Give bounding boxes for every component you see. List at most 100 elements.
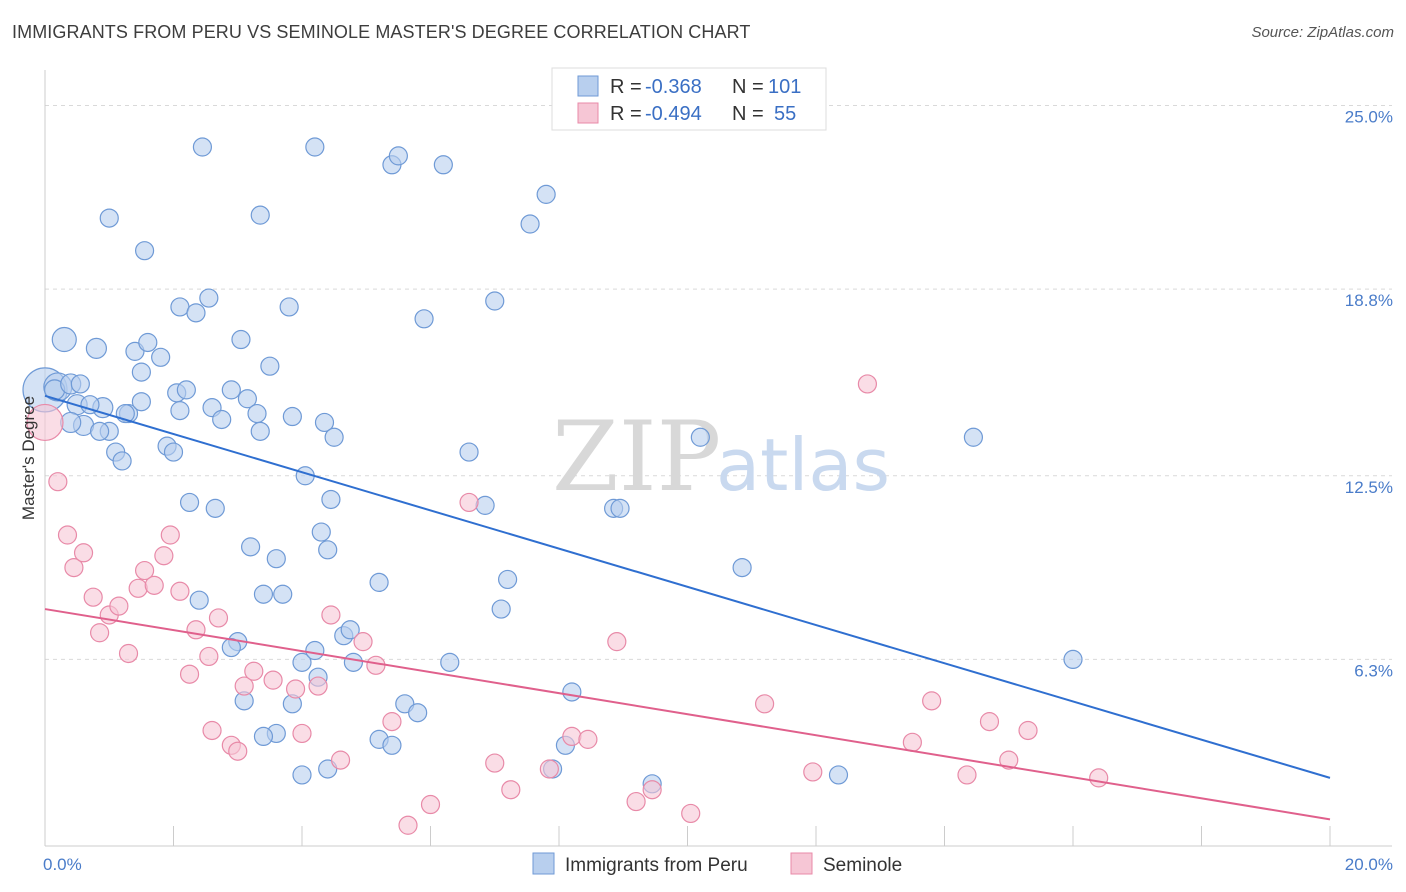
data-point-seminole bbox=[109, 596, 129, 616]
data-point-seminole bbox=[48, 472, 68, 492]
data-point-seminole bbox=[128, 578, 148, 598]
data-point-immigrants-from-peru bbox=[205, 498, 225, 518]
data-point-immigrants-from-peru bbox=[305, 640, 325, 661]
data-point-immigrants-from-peru bbox=[179, 492, 200, 513]
data-point-seminole bbox=[26, 403, 64, 442]
data-point-immigrants-from-peru bbox=[151, 347, 171, 367]
data-point-immigrants-from-peru bbox=[221, 380, 241, 400]
data-point-immigrants-from-peru bbox=[963, 427, 984, 447]
data-point-immigrants-from-peru bbox=[491, 599, 511, 619]
data-point-seminole bbox=[366, 655, 386, 675]
data-point-seminole bbox=[199, 646, 219, 667]
data-point-seminole bbox=[144, 575, 164, 595]
data-point-immigrants-from-peru bbox=[536, 184, 556, 204]
data-point-immigrants-from-peru bbox=[199, 288, 219, 308]
data-point-immigrants-from-peru bbox=[610, 498, 630, 518]
data-point-immigrants-from-peru bbox=[212, 409, 232, 430]
data-point-seminole bbox=[228, 741, 248, 761]
data-point-seminole bbox=[64, 557, 84, 578]
data-point-immigrants-from-peru bbox=[70, 374, 90, 394]
data-point-immigrants-from-peru bbox=[459, 442, 479, 462]
watermark-zip: ZIP bbox=[552, 401, 721, 513]
data-point-immigrants-from-peru bbox=[828, 765, 849, 785]
data-point-seminole bbox=[244, 661, 264, 681]
data-point-immigrants-from-peru bbox=[80, 395, 100, 415]
data-point-seminole bbox=[118, 643, 139, 664]
data-point-immigrants-from-peru bbox=[170, 297, 190, 317]
data-point-immigrants-from-peru bbox=[314, 412, 335, 433]
data-point-seminole bbox=[160, 525, 180, 545]
legend-swatch-blue bbox=[577, 75, 599, 97]
x-axis-ticks bbox=[44, 826, 1331, 846]
data-point-immigrants-from-peru bbox=[408, 703, 428, 723]
legend-swatch-pink bbox=[577, 102, 599, 124]
regression-line-seminole bbox=[44, 608, 1331, 821]
legend-n-value-blue: 101 bbox=[768, 76, 801, 98]
data-point-immigrants-from-peru bbox=[318, 540, 338, 560]
watermark: ZIP atlas bbox=[552, 401, 890, 513]
data-point-immigrants-from-peru bbox=[250, 421, 270, 441]
data-point-immigrants-from-peru bbox=[186, 303, 206, 323]
regression-lines bbox=[44, 394, 1331, 821]
data-point-seminole bbox=[578, 729, 598, 749]
series-legend-label-pink[interactable]: Seminole bbox=[823, 855, 902, 876]
data-point-immigrants-from-peru bbox=[321, 489, 341, 510]
data-point-immigrants-from-peru bbox=[250, 205, 270, 225]
data-point-seminole bbox=[957, 765, 977, 785]
data-point-seminole bbox=[922, 691, 942, 711]
data-point-immigrants-from-peru bbox=[237, 389, 257, 409]
data-point-immigrants-from-peru bbox=[440, 652, 460, 672]
stats-legend: R = -0.368 N = 101 R = -0.494 N = 55 bbox=[551, 67, 827, 131]
data-point-immigrants-from-peru bbox=[192, 137, 213, 157]
data-point-seminole bbox=[330, 750, 351, 770]
data-point-immigrants-from-peru bbox=[414, 309, 434, 329]
series-legend-swatch-pink[interactable] bbox=[790, 852, 813, 875]
data-point-immigrants-from-peru bbox=[305, 137, 325, 157]
data-point-seminole bbox=[234, 676, 254, 696]
data-point-seminole bbox=[179, 664, 200, 684]
data-point-immigrants-from-peru bbox=[732, 557, 752, 578]
data-point-immigrants-from-peru bbox=[498, 569, 518, 590]
legend-n-value-pink: 55 bbox=[774, 103, 796, 125]
data-point-seminole bbox=[382, 712, 402, 732]
series-immigrants-from-peru bbox=[22, 137, 1083, 794]
series-legend[interactable]: Immigrants from Peru Seminole bbox=[532, 852, 902, 876]
data-point-immigrants-from-peru bbox=[282, 406, 302, 427]
data-point-seminole bbox=[308, 676, 328, 696]
data-point-seminole bbox=[83, 587, 103, 607]
data-point-seminole bbox=[642, 780, 662, 800]
data-point-seminole bbox=[202, 720, 222, 741]
data-point-immigrants-from-peru bbox=[382, 735, 402, 755]
data-point-immigrants-from-peru bbox=[369, 572, 389, 592]
series-seminole bbox=[26, 374, 1109, 835]
data-point-seminole bbox=[1089, 768, 1109, 788]
data-point-seminole bbox=[754, 694, 775, 714]
data-point-immigrants-from-peru bbox=[253, 726, 274, 747]
data-point-immigrants-from-peru bbox=[189, 590, 209, 610]
data-point-seminole bbox=[902, 732, 922, 752]
data-point-seminole bbox=[562, 726, 582, 747]
x-tick-label: 0.0% bbox=[43, 855, 82, 874]
data-point-immigrants-from-peru bbox=[253, 584, 274, 604]
data-point-seminole bbox=[208, 608, 229, 628]
data-point-immigrants-from-peru bbox=[60, 411, 82, 434]
data-point-immigrants-from-peru bbox=[311, 522, 331, 542]
chart-title: IMMIGRANTS FROM PERU VS SEMINOLE MASTER'… bbox=[12, 22, 751, 42]
data-point-immigrants-from-peru bbox=[247, 403, 267, 424]
data-point-seminole bbox=[353, 632, 373, 652]
data-point-immigrants-from-peru bbox=[690, 427, 710, 447]
data-point-seminole bbox=[626, 791, 646, 812]
data-point-immigrants-from-peru bbox=[324, 427, 344, 447]
data-point-seminole bbox=[398, 815, 418, 835]
y-axis-label: Master's Degree bbox=[19, 396, 38, 520]
data-point-immigrants-from-peru bbox=[273, 584, 293, 604]
data-point-immigrants-from-peru bbox=[138, 332, 158, 353]
series-legend-label-blue[interactable]: Immigrants from Peru bbox=[565, 855, 748, 876]
legend-r-label-blue: R = bbox=[610, 76, 642, 98]
data-point-seminole bbox=[681, 803, 701, 824]
data-point-immigrants-from-peru bbox=[266, 549, 286, 569]
legend-r-label-pink: R = bbox=[610, 103, 642, 125]
series-legend-swatch-blue[interactable] bbox=[532, 852, 555, 875]
data-point-seminole bbox=[803, 762, 823, 782]
data-point-immigrants-from-peru bbox=[388, 146, 408, 166]
